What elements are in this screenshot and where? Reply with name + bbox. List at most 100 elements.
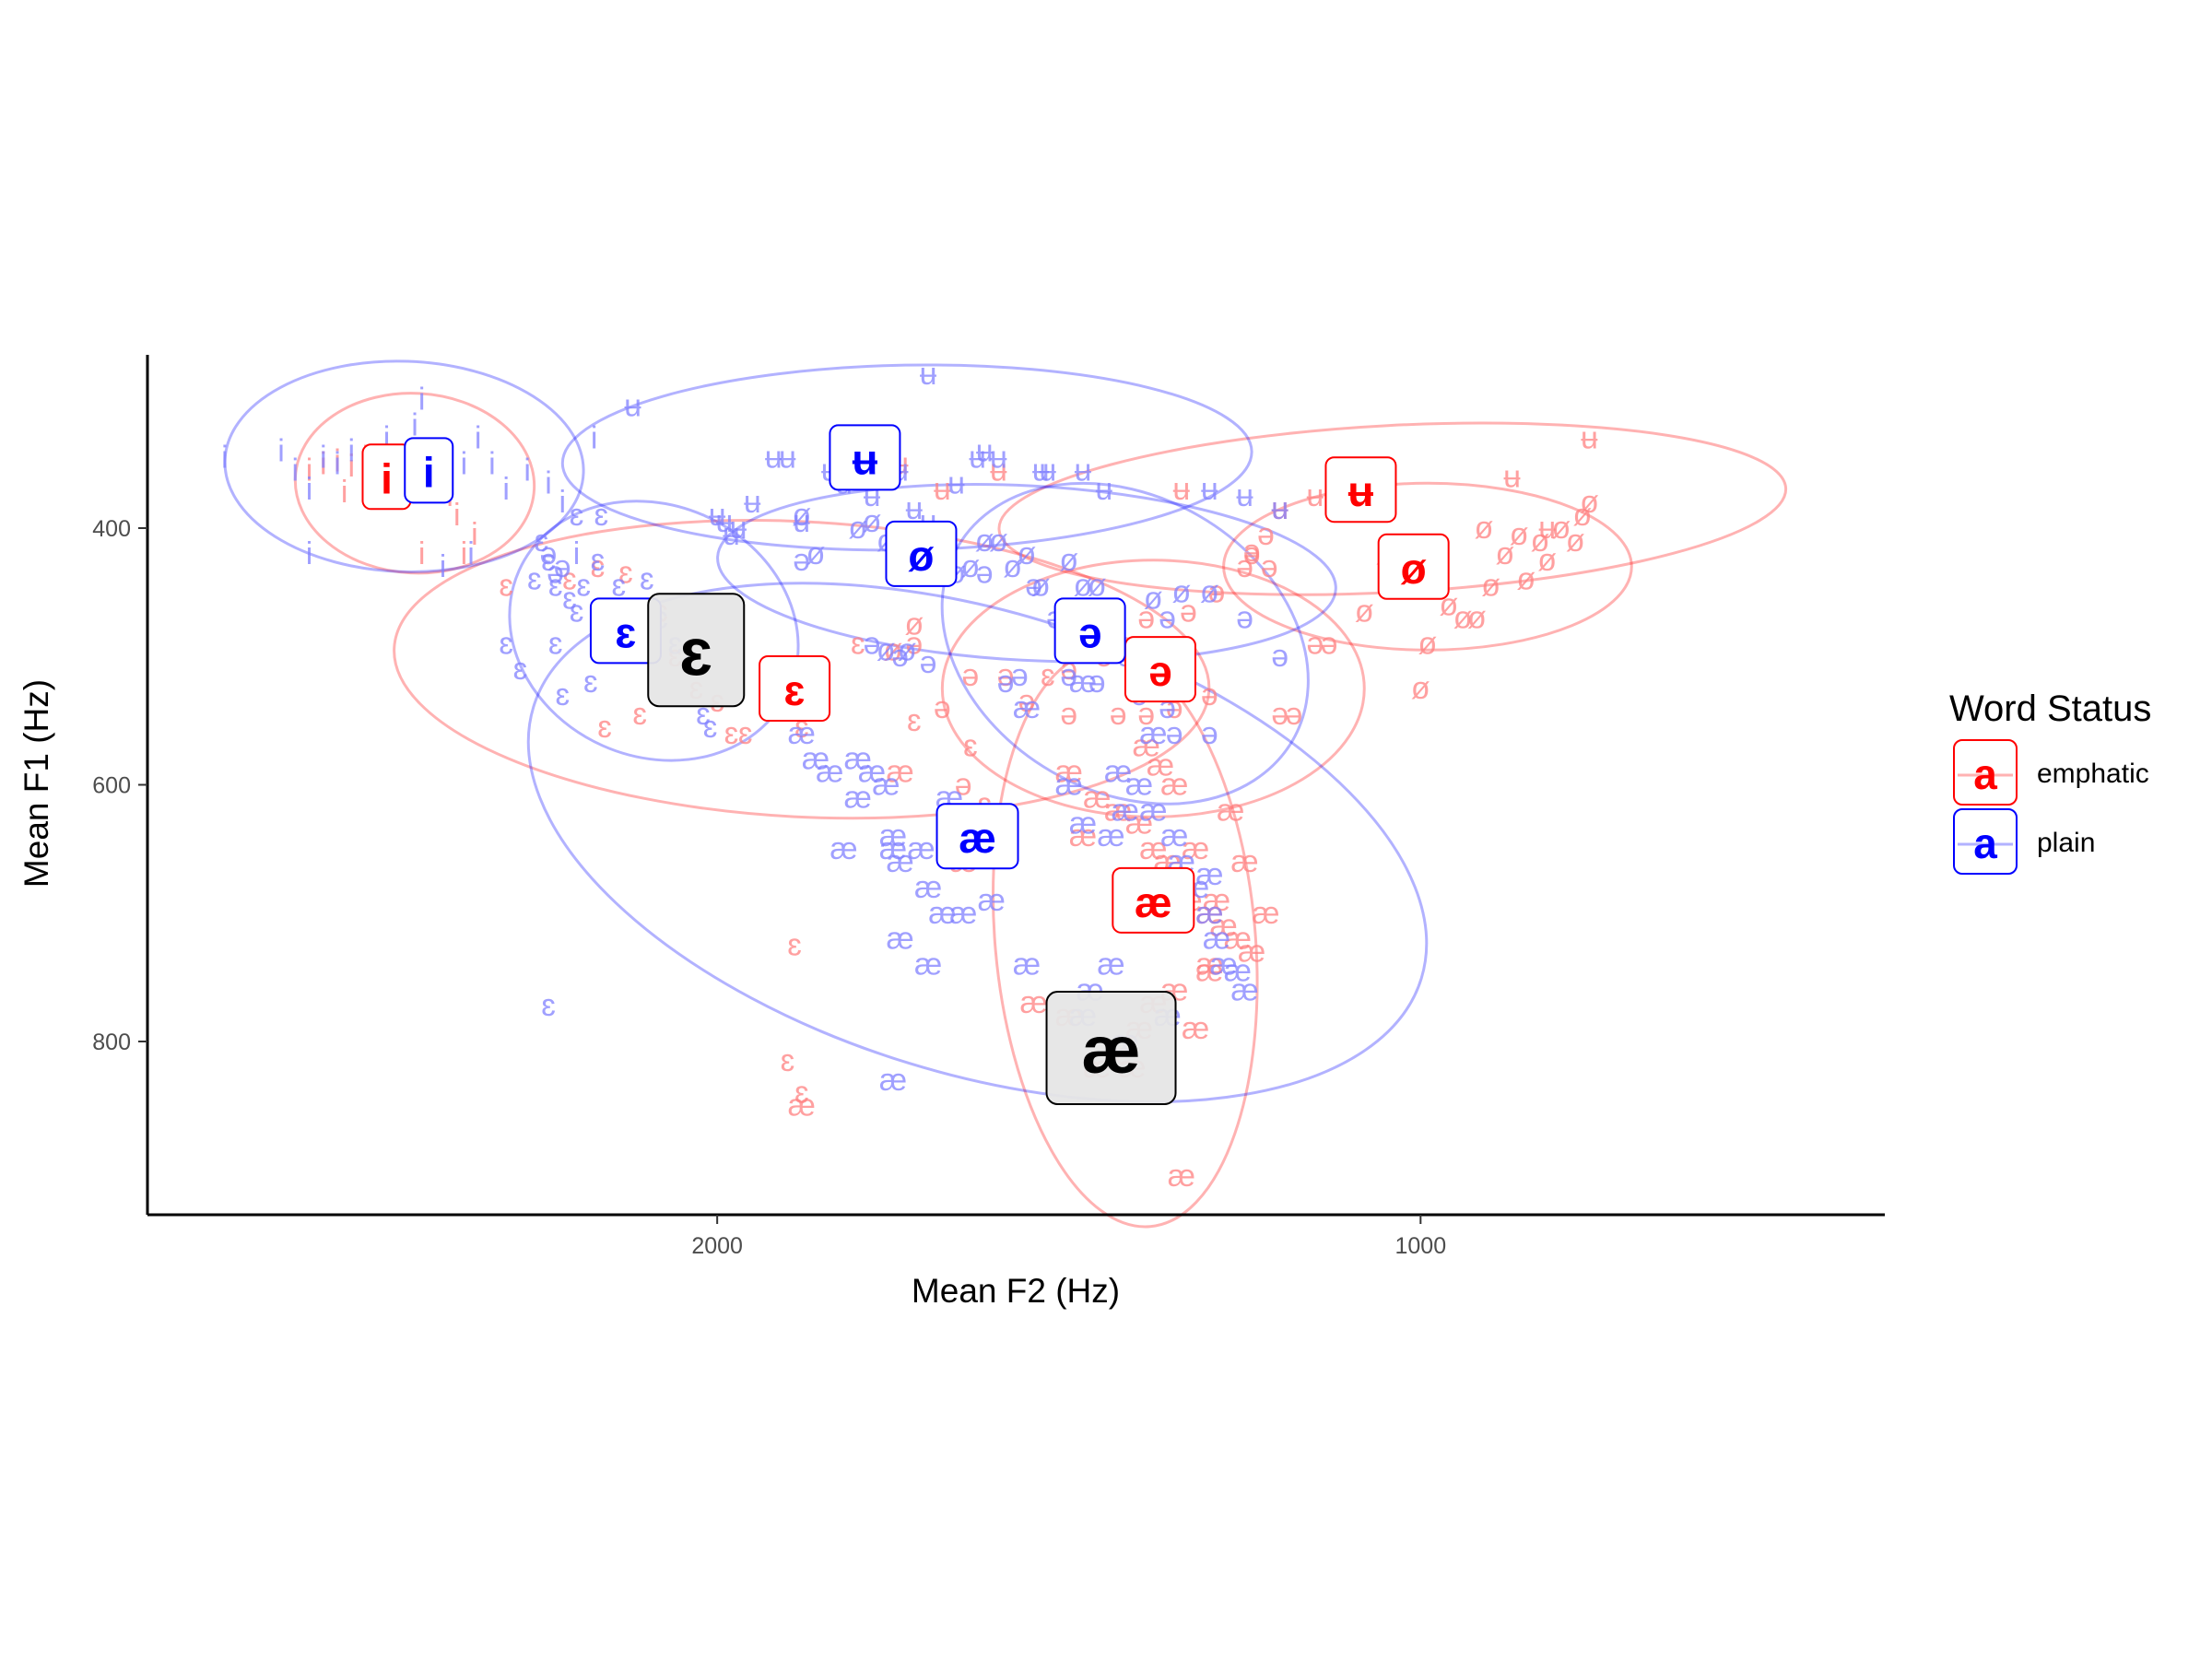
token-emphatic-ɛ: ɛ	[963, 729, 978, 764]
token-plain-ø: ø	[1074, 569, 1093, 604]
token-plain-ɛ: ɛ	[555, 677, 570, 712]
token-plain-æ: æ	[1195, 857, 1223, 892]
token-plain-æ: æ	[1013, 947, 1041, 982]
token-emphatic-æ: æ	[1182, 1011, 1209, 1046]
token-emphatic-i: i	[341, 475, 348, 510]
token-plain-ʉ: ʉ	[779, 440, 796, 475]
token-plain-æ: æ	[886, 844, 913, 879]
token-plain-ʉ: ʉ	[969, 440, 986, 475]
token-plain-i: i	[475, 421, 482, 456]
token-plain-ə: ə	[1159, 600, 1176, 635]
token-plain-ʉ: ʉ	[730, 511, 747, 546]
token-emphatic-æ: æ	[1217, 793, 1244, 828]
token-plain-i: i	[524, 453, 531, 488]
token-plain-ʉ: ʉ	[947, 465, 965, 500]
token-emphatic-ʉ: ʉ	[1172, 472, 1190, 507]
token-emphatic-ø: ø	[1496, 536, 1515, 571]
token-emphatic-ʉ: ʉ	[1538, 511, 1556, 546]
token-emphatic-æ: æ	[1195, 896, 1223, 931]
token-emphatic-ə: ə	[1180, 594, 1197, 629]
token-emphatic-ʉ: ʉ	[1503, 459, 1521, 494]
token-emphatic-ə: ə	[1236, 549, 1253, 584]
token-plain-ʉ: ʉ	[1032, 453, 1050, 488]
token-emphatic-ø: ø	[904, 606, 924, 641]
token-emphatic-æ: æ	[1195, 947, 1223, 982]
token-emphatic-æ: æ	[1083, 780, 1111, 815]
mean-text-emphatic-ɛ: ɛ	[784, 666, 806, 714]
mean-label-emphatic-ə: ə	[1124, 636, 1196, 703]
token-emphatic-ø: ø	[1580, 485, 1599, 520]
token-plain-æ: æ	[914, 870, 942, 905]
token-emphatic-ɛ: ɛ	[781, 1043, 795, 1078]
token-plain-ø: ø	[806, 536, 826, 571]
mean-box-plain-ʉ	[829, 424, 901, 491]
legend-key-box	[1953, 739, 2018, 806]
token-emphatic-ɛ: ɛ	[738, 716, 753, 751]
mean-text-plain-ʉ: ʉ	[852, 435, 877, 483]
token-plain-ə: ə	[1011, 658, 1029, 693]
mean-box-plain-æ	[935, 803, 1019, 870]
token-plain-æ: æ	[872, 768, 900, 803]
mean-text-emphatic-ø: ø	[1401, 545, 1427, 593]
token-emphatic-ə: ə	[1321, 626, 1338, 661]
legend-entry-emphatic: a emphatic	[1953, 739, 2149, 806]
token-plain-æ: æ	[879, 1063, 907, 1098]
token-plain-ʉ: ʉ	[1095, 472, 1112, 507]
token-plain-æ: æ	[830, 831, 857, 866]
token-plain-i: i	[320, 440, 327, 475]
token-emphatic-ø: ø	[884, 632, 903, 667]
token-plain-ø: ø	[989, 524, 1008, 559]
ellipse-plain-ə	[940, 481, 1310, 806]
token-emphatic-ɛ: ɛ	[499, 569, 513, 604]
token-plain-ə: ə	[997, 665, 1015, 700]
x-tick-label: 1000	[1395, 1233, 1447, 1259]
token-plain-ə: ə	[1271, 639, 1288, 674]
token-emphatic-ɛ: ɛ	[787, 928, 802, 963]
token-plain-ʉ: ʉ	[905, 491, 923, 526]
mean-text-plain-ə: ə	[1078, 608, 1102, 656]
token-emphatic-ɛ: ɛ	[591, 549, 606, 584]
mean-text-emphatic-ʉ: ʉ	[1347, 467, 1373, 515]
token-plain-æ: æ	[858, 755, 886, 790]
token-plain-ø: ø	[1171, 575, 1191, 610]
token-plain-ʉ: ʉ	[1271, 491, 1288, 526]
token-plain-ø: ø	[1144, 582, 1163, 617]
token-plain-æ: æ	[788, 716, 816, 751]
token-plain-ə: ə	[891, 639, 909, 674]
token-emphatic-æ: æ	[1230, 844, 1258, 879]
ellipses-layer	[223, 359, 1788, 1229]
token-emphatic-ø: ø	[1566, 524, 1585, 559]
token-emphatic-ə: ə	[1257, 517, 1275, 552]
token-plain-i: i	[591, 421, 598, 456]
token-emphatic-ə: ə	[1271, 697, 1288, 732]
y-tick-label: 400	[92, 516, 131, 542]
token-plain-i: i	[348, 433, 356, 468]
token-emphatic-ɛ: ɛ	[562, 562, 577, 597]
token-plain-ø: ø	[848, 511, 867, 546]
ellipse-emphatic-ə	[940, 559, 1366, 818]
token-emphatic-ə: ə	[905, 626, 923, 661]
token-plain-ɛ: ɛ	[541, 543, 556, 578]
token-plain-ʉ: ʉ	[744, 485, 761, 520]
token-emphatic-æ: æ	[1147, 748, 1174, 783]
mean-text-emphatic-æ: æ	[1135, 878, 1172, 926]
token-plain-ʉ: ʉ	[1039, 453, 1056, 488]
mean-box-emphatic-ʉ	[1324, 456, 1397, 524]
mean-text-plain-ɛ: ɛ	[616, 608, 637, 656]
mean-box-emphatic-ø	[1377, 533, 1450, 600]
grand-mean-text-ɛ: ɛ	[679, 616, 712, 689]
token-emphatic-ø: ø	[1475, 511, 1494, 546]
token-plain-ø: ø	[1018, 536, 1037, 571]
token-plain-ɛ: ɛ	[576, 569, 591, 604]
token-emphatic-ø: ø	[1516, 562, 1535, 597]
token-plain-ʉ: ʉ	[1075, 453, 1092, 488]
mean-label-plain-ɛ: ɛ	[589, 597, 662, 665]
token-emphatic-i: i	[306, 453, 313, 488]
token-plain-ə: ə	[1088, 665, 1106, 700]
token-plain-ø: ø	[1059, 543, 1078, 578]
token-emphatic-æ: æ	[1104, 793, 1132, 828]
token-emphatic-ø: ø	[1355, 594, 1374, 629]
token-plain-ʉ: ʉ	[1201, 472, 1218, 507]
mean-label-emphatic-i: i	[361, 443, 412, 511]
